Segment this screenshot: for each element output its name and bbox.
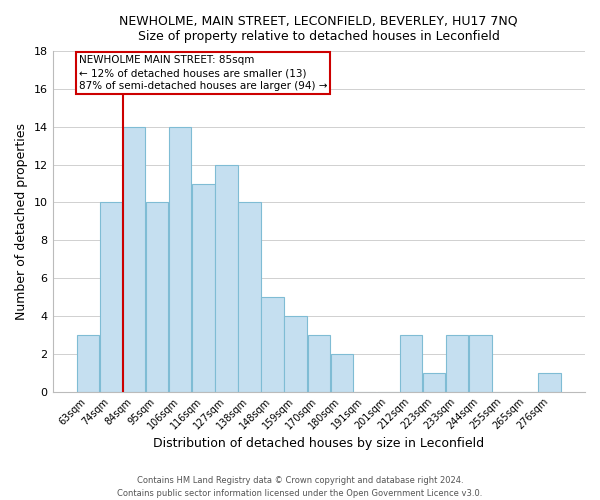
X-axis label: Distribution of detached houses by size in Leconfield: Distribution of detached houses by size … <box>153 437 484 450</box>
Bar <box>192 184 215 392</box>
Bar <box>469 335 491 392</box>
Bar <box>146 202 169 392</box>
Text: Contains HM Land Registry data © Crown copyright and database right 2024.
Contai: Contains HM Land Registry data © Crown c… <box>118 476 482 498</box>
Bar <box>446 335 469 392</box>
Title: NEWHOLME, MAIN STREET, LECONFIELD, BEVERLEY, HU17 7NQ
Size of property relative : NEWHOLME, MAIN STREET, LECONFIELD, BEVER… <box>119 15 518 43</box>
Bar <box>123 127 145 392</box>
Bar <box>100 202 122 392</box>
Bar <box>262 297 284 392</box>
Bar <box>308 335 330 392</box>
Text: NEWHOLME MAIN STREET: 85sqm
← 12% of detached houses are smaller (13)
87% of sem: NEWHOLME MAIN STREET: 85sqm ← 12% of det… <box>79 55 327 92</box>
Bar <box>77 335 99 392</box>
Bar <box>238 202 261 392</box>
Bar <box>331 354 353 392</box>
Bar <box>215 164 238 392</box>
Bar <box>400 335 422 392</box>
Y-axis label: Number of detached properties: Number of detached properties <box>15 123 28 320</box>
Bar <box>538 372 561 392</box>
Bar <box>423 372 445 392</box>
Bar <box>169 127 191 392</box>
Bar <box>284 316 307 392</box>
